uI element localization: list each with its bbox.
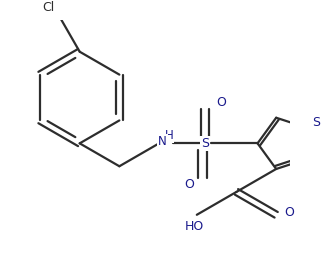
Text: N: N [158,134,167,148]
Text: O: O [284,206,294,219]
Text: O: O [184,178,194,191]
Text: S: S [201,137,209,150]
Text: O: O [216,96,226,109]
Text: HO: HO [185,220,204,233]
Text: S: S [312,116,320,129]
Text: Cl: Cl [43,1,55,14]
Text: H: H [165,129,174,142]
